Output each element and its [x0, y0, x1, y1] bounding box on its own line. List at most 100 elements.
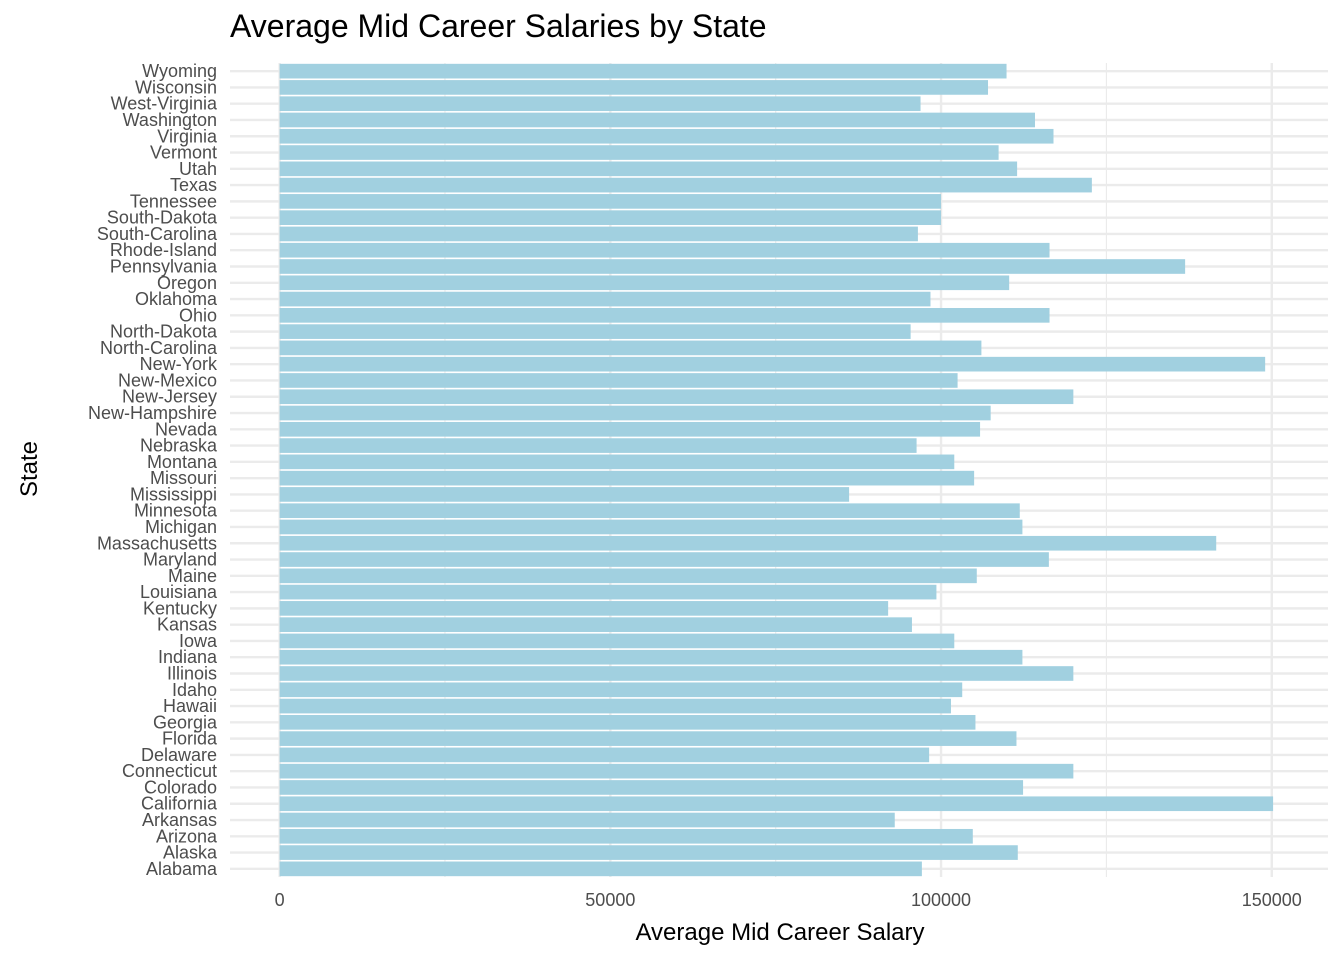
y-tick-label: Kansas: [157, 615, 217, 635]
bar-massachusetts: [279, 535, 1217, 551]
y-tick-label: Texas: [170, 175, 217, 195]
y-tick-label: Arizona: [156, 826, 218, 846]
y-tick-label: Wisconsin: [135, 77, 217, 97]
bars: [279, 63, 1274, 877]
y-tick-label: North-Carolina: [100, 338, 218, 358]
y-tick-label: Maryland: [143, 550, 217, 570]
bar-wisconsin: [279, 80, 989, 95]
bar-maryland: [279, 552, 1049, 567]
bar-pennsylvania: [279, 259, 1186, 274]
bar-oregon: [279, 275, 1010, 291]
bar-virginia: [279, 128, 1054, 144]
y-tick-label: Arkansas: [142, 810, 217, 830]
y-tick-label: Kentucky: [143, 598, 217, 618]
bar-south-carolina: [279, 226, 918, 242]
bar-nevada: [279, 421, 981, 437]
y-tick-label: New-Mexico: [118, 370, 217, 390]
y-tick-label: Massachusetts: [97, 533, 217, 553]
y-tick-label: Wyoming: [142, 61, 217, 81]
bar-kansas: [279, 617, 912, 632]
bar-illinois: [279, 666, 1074, 681]
bar-montana: [279, 454, 955, 470]
bar-indiana: [279, 649, 1023, 665]
y-tick-label: Illinois: [167, 664, 217, 684]
y-tick-label: Oklahoma: [135, 289, 218, 309]
bar-minnesota: [279, 503, 1020, 519]
bar-texas: [279, 177, 1092, 193]
y-tick-label: Oregon: [157, 273, 217, 293]
y-tick-label: New-York: [140, 354, 218, 374]
x-tick-label: 0: [275, 890, 285, 910]
y-tick-label: Alabama: [146, 859, 218, 879]
bar-arizona: [279, 828, 973, 844]
bar-alabama: [279, 861, 922, 877]
bar-west-virginia: [279, 96, 921, 112]
y-tick-label: Rhode-Island: [110, 240, 217, 260]
y-tick-label: Maine: [168, 566, 217, 586]
x-tick-label: 100000: [911, 890, 971, 910]
bar-georgia: [279, 715, 976, 730]
chart-title: Average Mid Career Salaries by State: [230, 8, 767, 44]
y-tick-label: Iowa: [179, 631, 218, 651]
bar-colorado: [279, 780, 1024, 795]
bar-oklahoma: [279, 291, 931, 307]
y-tick-label: Mississippi: [130, 484, 217, 504]
y-tick-labels: AlabamaAlaskaArizonaArkansasCaliforniaCo…: [88, 61, 218, 879]
y-tick-label: Vermont: [150, 143, 217, 163]
bar-ohio: [279, 308, 1050, 323]
y-tick-label: South-Carolina: [97, 224, 218, 244]
bar-michigan: [279, 519, 1023, 535]
bar-north-dakota: [279, 324, 911, 339]
y-tick-label: Nebraska: [140, 436, 218, 456]
y-axis-title: State: [16, 441, 43, 497]
bar-hawaii: [279, 698, 951, 714]
x-axis-title: Average Mid Career Salary: [635, 919, 924, 946]
y-tick-label: Louisiana: [140, 582, 218, 602]
bar-new-jersey: [279, 389, 1074, 405]
bar-utah: [279, 161, 1018, 177]
y-tick-label: Minnesota: [134, 501, 218, 521]
y-tick-label: Pennsylvania: [110, 257, 218, 277]
y-tick-label: Missouri: [150, 468, 217, 488]
y-tick-label: Virginia: [157, 126, 218, 146]
bar-alaska: [279, 845, 1018, 860]
y-tick-label: South-Dakota: [107, 208, 218, 228]
bar-missouri: [279, 470, 975, 486]
bar-connecticut: [279, 763, 1074, 779]
y-tick-label: Florida: [162, 729, 218, 749]
y-tick-label: Michigan: [145, 517, 217, 537]
x-tick-labels: 0 50000 100000 150000: [275, 890, 1302, 910]
y-tick-label: Utah: [179, 159, 217, 179]
bar-new-york: [279, 356, 1266, 372]
y-tick-label: Idaho: [172, 680, 217, 700]
bar-wyoming: [279, 63, 1007, 79]
bar-nebraska: [279, 438, 917, 453]
bar-new-mexico: [279, 373, 958, 388]
y-tick-label: Delaware: [141, 745, 217, 765]
y-tick-label: Georgia: [153, 712, 218, 732]
bar-mississippi: [279, 487, 850, 502]
bar-new-hampshire: [279, 405, 991, 421]
bar-south-dakota: [279, 210, 942, 225]
y-tick-label: Hawaii: [163, 696, 217, 716]
x-tick-label: 50000: [585, 890, 635, 910]
bar-maine: [279, 568, 977, 584]
bar-iowa: [279, 633, 955, 649]
bar-rhode-island: [279, 242, 1050, 258]
bar-kentucky: [279, 601, 889, 616]
bar-north-carolina: [279, 340, 982, 356]
y-tick-label: North-Dakota: [110, 322, 218, 342]
x-tick-label: 150000: [1242, 890, 1302, 910]
y-tick-label: West-Virginia: [111, 94, 218, 114]
y-tick-label: Connecticut: [122, 761, 217, 781]
bar-arkansas: [279, 812, 895, 828]
y-tick-label: New-Hampshire: [88, 403, 217, 423]
bar-delaware: [279, 747, 930, 763]
y-tick-label: California: [141, 794, 218, 814]
bar-tennessee: [279, 194, 942, 209]
y-tick-label: Washington: [123, 110, 217, 130]
bar-louisiana: [279, 584, 937, 600]
y-tick-label: Colorado: [144, 777, 217, 797]
y-tick-label: Ohio: [179, 305, 217, 325]
